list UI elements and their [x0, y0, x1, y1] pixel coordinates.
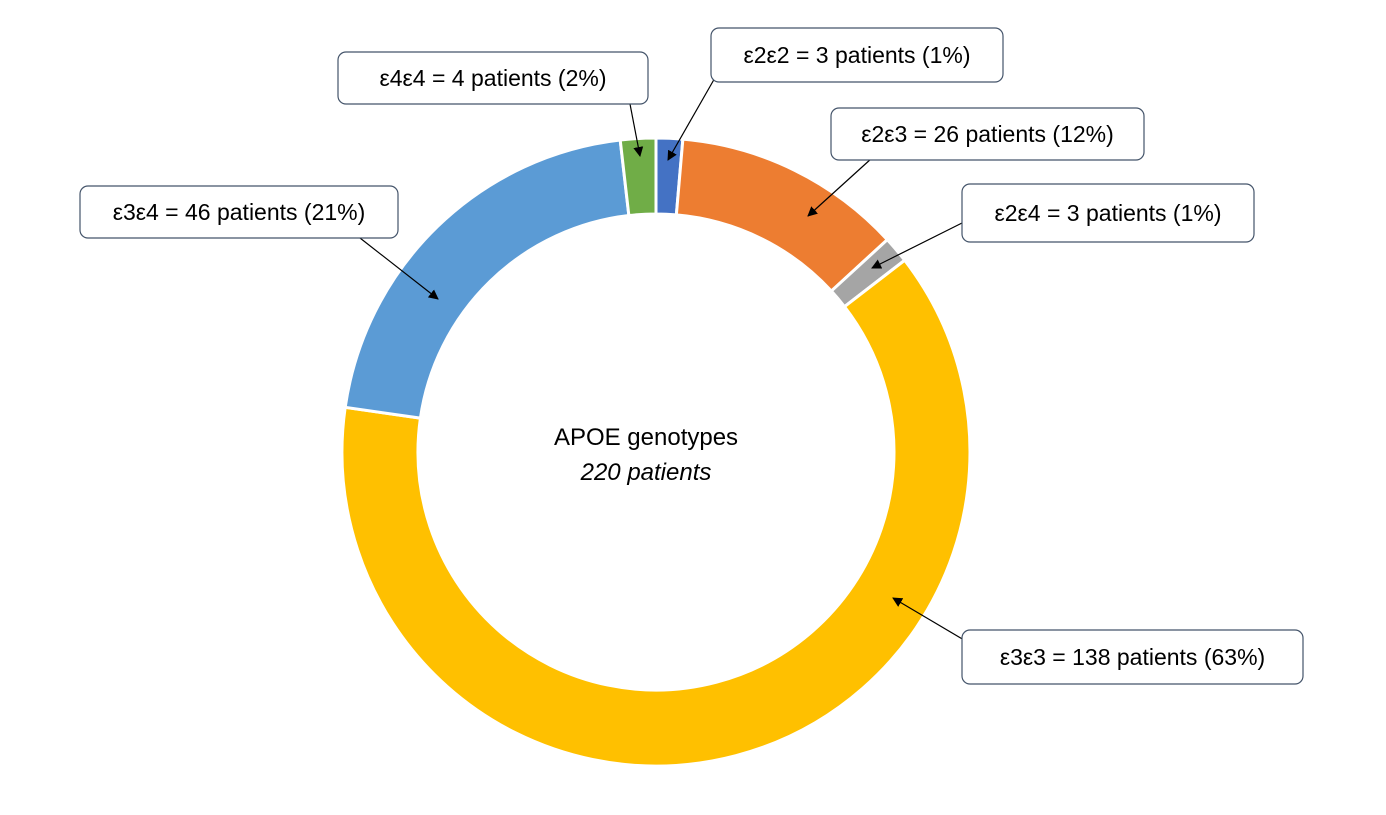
callout-box [961, 629, 1304, 685]
callout-ε2ε3: ε2ε3 = 26 patients (12%) [807, 107, 1145, 217]
leader-arrow [629, 103, 644, 157]
slice-ε3ε3 [340, 258, 972, 768]
callout-ε2ε4: ε2ε4 = 3 patients (1%) [871, 183, 1255, 269]
center-label: APOE genotypes 220 patients [554, 424, 738, 486]
leader-arrow [892, 597, 965, 641]
data-label: ε2ε4 = 3 patients (1%) [995, 200, 1222, 226]
data-label: ε3ε4 = 46 patients (21%) [113, 199, 366, 225]
callout-ε2ε2: ε2ε2 = 3 patients (1%) [667, 27, 1004, 161]
callout-box [79, 185, 399, 239]
leader-arrow [359, 237, 439, 300]
callout-ε3ε3: ε3ε3 = 138 patients (63%) [892, 597, 1304, 685]
data-label: ε2ε2 = 3 patients (1%) [744, 42, 971, 68]
callout-ε4ε4: ε4ε4 = 4 patients (2%) [337, 51, 649, 157]
callout-box [961, 183, 1255, 243]
callout-box [710, 27, 1004, 83]
leader-arrow [807, 157, 873, 217]
callout-ε3ε4: ε3ε4 = 46 patients (21%) [79, 185, 439, 300]
center-subtitle: 220 patients [580, 459, 712, 486]
callout-box [830, 107, 1145, 161]
slice-ε3ε4 [343, 138, 631, 420]
data-label-callouts: ε2ε2 = 3 patients (1%) ε2ε3 = 26 patients… [79, 27, 1304, 685]
slice-ε4ε4 [618, 136, 658, 218]
leader-arrow [667, 75, 717, 161]
data-label: ε4ε4 = 4 patients (2%) [380, 65, 607, 91]
data-label: ε3ε3 = 138 patients (63%) [1000, 644, 1265, 670]
data-label: ε2ε3 = 26 patients (12%) [861, 121, 1114, 147]
donut-slices [340, 136, 972, 768]
leader-arrow [871, 221, 965, 269]
callout-box [337, 51, 649, 105]
center-title: APOE genotypes [554, 424, 738, 451]
